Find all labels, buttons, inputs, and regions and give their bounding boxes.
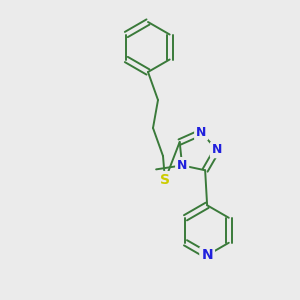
Text: N: N [177, 159, 187, 172]
Text: N: N [212, 143, 222, 156]
Text: S: S [160, 173, 170, 187]
Text: N: N [201, 248, 213, 262]
Text: N: N [196, 126, 206, 139]
